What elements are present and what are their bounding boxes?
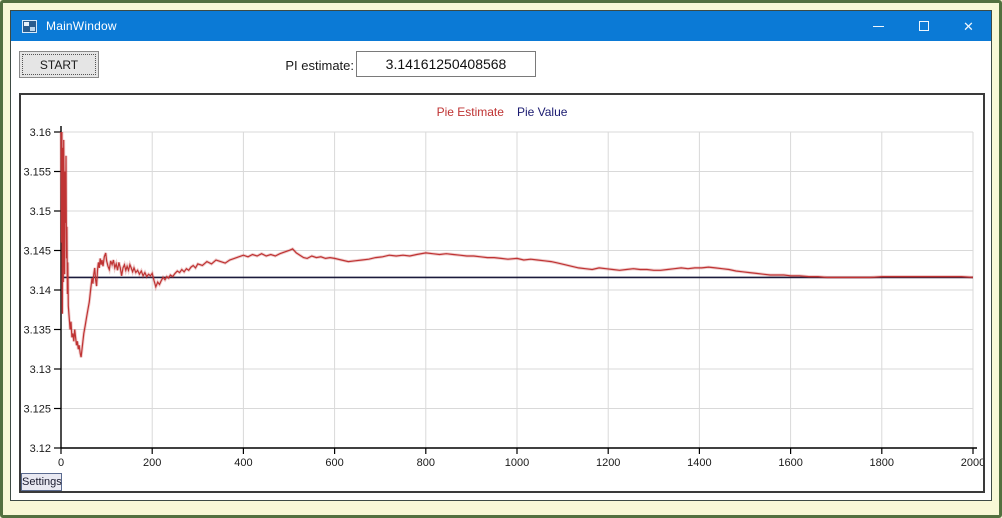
svg-text:800: 800 bbox=[417, 457, 435, 469]
close-icon: ✕ bbox=[963, 18, 974, 34]
pi-estimate-field[interactable]: 3.14161250408568 bbox=[356, 51, 536, 77]
minimize-button[interactable] bbox=[856, 11, 901, 41]
svg-text:3.145: 3.145 bbox=[23, 246, 51, 258]
svg-text:1800: 1800 bbox=[870, 457, 894, 469]
svg-text:3.16: 3.16 bbox=[30, 127, 51, 139]
maximize-button[interactable] bbox=[901, 11, 946, 41]
svg-text:400: 400 bbox=[234, 457, 252, 469]
close-button[interactable]: ✕ bbox=[946, 11, 991, 41]
pi-estimate-label: PI estimate: bbox=[285, 58, 354, 73]
chart-canvas: 3.12 3.125 3.13 3.135 3.14 3.145 3.15 3.155 3.16… bbox=[23, 126, 983, 469]
chart-panel: 3.12 3.125 3.13 3.135 3.14 3.145 3.15 3.155 3.16… bbox=[19, 93, 985, 493]
svg-text:3.14: 3.14 bbox=[30, 285, 51, 297]
svg-text:3.13: 3.13 bbox=[30, 364, 51, 376]
settings-button[interactable]: Settings bbox=[21, 473, 62, 491]
titlebar[interactable]: MainWindow ✕ bbox=[11, 11, 991, 41]
caption-buttons: ✕ bbox=[856, 11, 991, 41]
app-icon bbox=[22, 19, 37, 33]
svg-text:3.135: 3.135 bbox=[23, 325, 51, 337]
svg-text:600: 600 bbox=[325, 457, 343, 469]
svg-text:0: 0 bbox=[58, 457, 64, 469]
minimize-icon bbox=[873, 25, 884, 27]
svg-text:1000: 1000 bbox=[505, 457, 529, 469]
svg-text:3.15: 3.15 bbox=[30, 206, 51, 218]
svg-text:1600: 1600 bbox=[778, 457, 802, 469]
main-window: MainWindow ✕ START PI estimate: 3.141612… bbox=[10, 10, 992, 501]
svg-text:3.125: 3.125 bbox=[23, 404, 51, 416]
svg-text:3.155: 3.155 bbox=[23, 167, 51, 179]
svg-text:1400: 1400 bbox=[687, 457, 711, 469]
svg-text:2000: 2000 bbox=[961, 457, 983, 469]
maximize-icon bbox=[918, 21, 929, 31]
start-button[interactable]: START bbox=[19, 51, 99, 78]
svg-text:3.12: 3.12 bbox=[30, 443, 51, 455]
svg-text:1200: 1200 bbox=[596, 457, 620, 469]
window-title: MainWindow bbox=[46, 19, 117, 33]
svg-text:200: 200 bbox=[143, 457, 161, 469]
